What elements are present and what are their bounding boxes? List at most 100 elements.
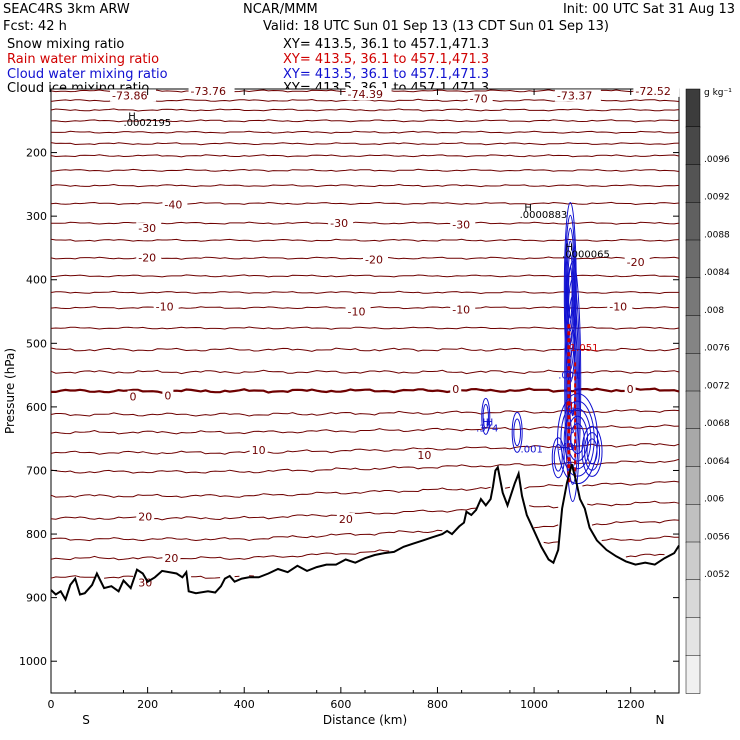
- colorbar-label: .006: [704, 495, 724, 505]
- cloud-water-contour: [565, 227, 576, 358]
- field-snow-xy: XY= 413.5, 36.1 to 457.1,471.3: [283, 37, 490, 52]
- y-tick-label: 300: [26, 210, 47, 223]
- cloud-water-contour: [551, 437, 565, 479]
- colorbar-label: .0052: [704, 570, 730, 580]
- cloud-water-contour: [569, 346, 576, 417]
- isotherm-label: -10: [348, 306, 366, 319]
- isotherm-label: -30: [138, 222, 156, 235]
- isotherm-label-bg: [136, 251, 162, 264]
- isotherm-label-bg: [554, 89, 601, 102]
- cloud-water-contour: [482, 403, 489, 429]
- colorbar-swatch: [685, 390, 701, 430]
- colorbar-swatch: [685, 88, 701, 128]
- init-label: Init: 00 UTC Sat 31 Aug 13: [562, 2, 735, 17]
- extrema-label: .0000065: [562, 249, 610, 260]
- isotherm-label-bg: [127, 390, 139, 403]
- isotherm-label: -30: [452, 218, 470, 231]
- isotherm-line: [50, 130, 680, 134]
- cloud-water-contour: [560, 400, 595, 477]
- rain-label: H: [565, 401, 573, 412]
- isotherm-label-bg: [363, 253, 388, 266]
- isotherm-label-bg: [153, 300, 179, 313]
- isotherm-label: 0: [627, 383, 634, 396]
- isotherm-label-bg: [624, 383, 636, 396]
- field-cloud-water: Cloud water mixing ratio: [7, 67, 168, 82]
- colorbar-label: .0064: [704, 457, 730, 467]
- isotherm-line: [50, 183, 680, 188]
- terrain-line: [50, 463, 680, 602]
- cloud-water-label: .001: [521, 445, 543, 456]
- isotherm-label: -73.86: [112, 89, 147, 102]
- isotherm-label-bg: [467, 92, 493, 105]
- field-rain: Rain water mixing ratio: [7, 52, 160, 67]
- isotherm-line: [50, 108, 680, 112]
- rain-label: 1.051: [570, 343, 599, 354]
- isotherm-label-bg: [162, 198, 188, 211]
- isotherm-label: 20: [138, 510, 152, 523]
- extrema-label: .0002195: [123, 118, 171, 129]
- cloud-water-contour: [581, 425, 603, 477]
- isotherm-line: [50, 480, 680, 498]
- isotherm-label: 0: [164, 389, 171, 402]
- cloud-water-contour: [564, 260, 582, 502]
- isotherm-label: 30: [138, 576, 152, 589]
- isotherm-label-bg: [415, 449, 434, 462]
- y-tick-label: 800: [26, 528, 47, 541]
- isotherm-label: -73.37: [557, 89, 592, 102]
- isotherm-label-bg: [450, 383, 462, 396]
- y-tick-label: 900: [26, 592, 47, 605]
- isotherm-label: -40: [164, 199, 182, 212]
- cloud-water-label: H: [567, 407, 575, 418]
- cloud-water-contour: [586, 438, 598, 465]
- isotherm-label: -74.39: [348, 88, 383, 101]
- extrema-label: H: [128, 112, 136, 123]
- y-tick-label: 1000: [19, 655, 47, 668]
- field-snow: Snow mixing ratio: [7, 37, 125, 52]
- cloud-water-contour: [553, 443, 563, 472]
- colorbar-swatch: [685, 655, 701, 694]
- cloud-water-label: H: [482, 417, 490, 428]
- colorbar-label: .0072: [704, 381, 730, 391]
- colorbar-swatch: [685, 315, 701, 354]
- cloud-water-label: .40: [558, 442, 574, 453]
- extrema-label: H: [524, 203, 532, 214]
- cloud-water-label: .001: [558, 370, 580, 381]
- x-tick-label: 0: [48, 698, 55, 711]
- forecast-label: Fcst: 42 h: [3, 19, 67, 34]
- colorbar-label: .0084: [704, 268, 730, 278]
- colorbar-swatch: [685, 239, 701, 279]
- colorbar-swatch: [685, 579, 701, 619]
- colorbar-swatch: [685, 202, 701, 241]
- isotherm-label: -20: [138, 251, 156, 264]
- isotherm-label-bg: [162, 552, 181, 565]
- valid-label: Valid: 18 UTC Sun 01 Sep 13 (13 CDT Sun …: [263, 19, 609, 34]
- colorbar-swatch: [685, 353, 701, 392]
- colorbar-label: .0088: [704, 230, 730, 240]
- isotherm-label-bg: [110, 89, 157, 102]
- y-tick-label: 200: [26, 147, 47, 160]
- field-rain-xy: XY= 413.5, 36.1 to 457.1,471.3: [283, 52, 490, 67]
- cloud-water-label: H: [486, 417, 494, 428]
- x-tick-label: 400: [234, 698, 255, 711]
- isotherm-line: [50, 119, 680, 123]
- cloud-water-label: .374: [476, 424, 498, 435]
- x-end-label-north: N: [656, 713, 665, 727]
- isotherm-line: [50, 347, 680, 352]
- isotherm-label-bg: [624, 255, 650, 268]
- isotherm-label: 20: [164, 552, 178, 565]
- isotherm-label: 10: [417, 449, 431, 462]
- isotherm-line: [50, 519, 680, 542]
- colorbar-swatch: [685, 617, 701, 656]
- lab-label: NCAR/MMM: [243, 2, 318, 17]
- isotherm-label: -20: [365, 253, 383, 266]
- colorbar-label: .008: [704, 306, 724, 316]
- isotherm-label-bg: [633, 84, 680, 97]
- colorbar-label: .0076: [704, 344, 730, 354]
- isotherm-label: -30: [330, 217, 348, 230]
- y-axis-label: Pressure (hPa): [3, 348, 17, 434]
- isotherm-line: [50, 553, 665, 579]
- isotherm-label: -72.52: [635, 85, 670, 98]
- isotherm-label-bg: [336, 512, 355, 525]
- isotherm-line: [50, 500, 680, 521]
- isotherm-label: -10: [156, 300, 174, 313]
